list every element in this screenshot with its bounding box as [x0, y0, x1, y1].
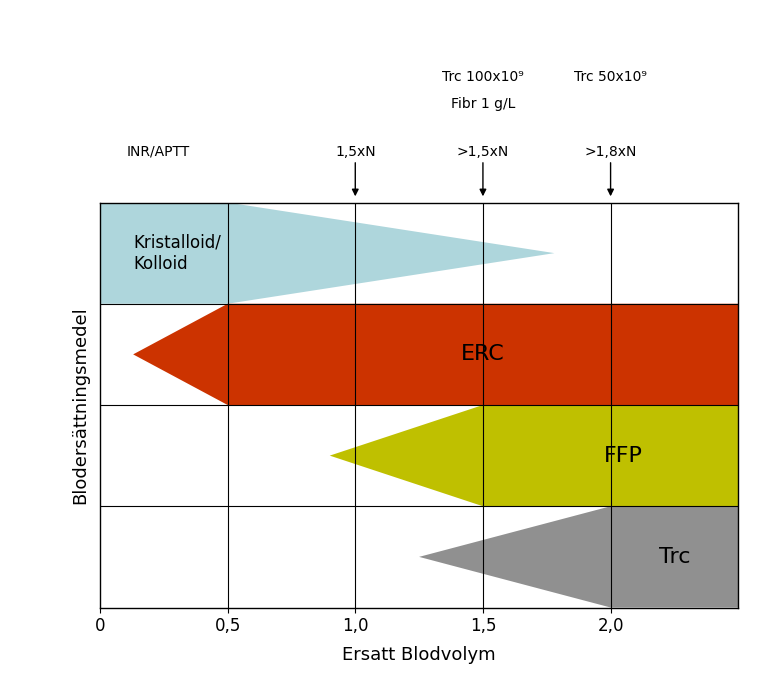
Polygon shape: [133, 304, 738, 405]
Text: Trc 50x10⁹: Trc 50x10⁹: [574, 70, 647, 84]
Text: INR/APTT: INR/APTT: [127, 144, 190, 159]
Text: Kristalloid/
Kolloid: Kristalloid/ Kolloid: [133, 234, 221, 273]
Text: FFP: FFP: [604, 446, 643, 466]
Text: Trc 100x10⁹: Trc 100x10⁹: [442, 70, 524, 84]
Text: >1,8xN: >1,8xN: [584, 144, 637, 159]
Text: 1,5xN: 1,5xN: [335, 144, 375, 159]
Text: Fibr 1 g/L: Fibr 1 g/L: [451, 97, 515, 111]
Text: ERC: ERC: [461, 344, 504, 364]
Polygon shape: [419, 506, 738, 608]
X-axis label: Ersatt Blodvolym: Ersatt Blodvolym: [342, 647, 496, 664]
Text: >1,5xN: >1,5xN: [457, 144, 509, 159]
Polygon shape: [100, 202, 554, 304]
Text: Trc: Trc: [659, 547, 690, 567]
Y-axis label: Blodersättningsmedel: Blodersättningsmedel: [71, 306, 89, 504]
Polygon shape: [330, 405, 738, 506]
